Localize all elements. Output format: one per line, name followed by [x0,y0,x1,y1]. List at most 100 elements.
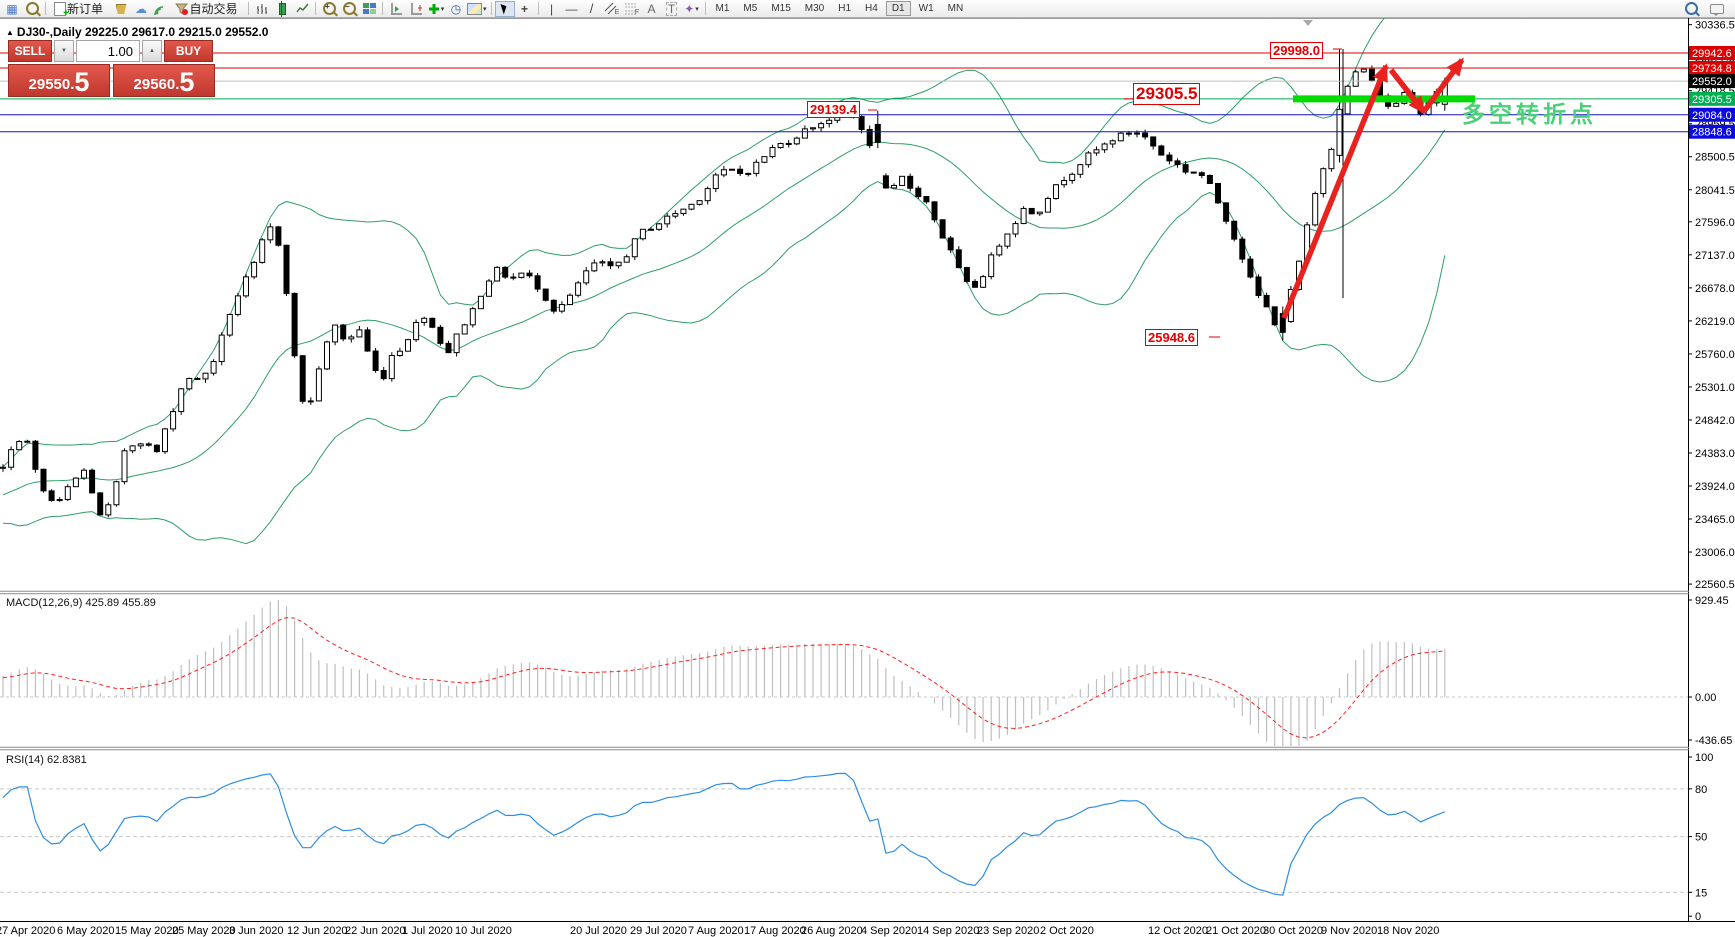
buy-button[interactable]: BUY [164,40,213,62]
toolbar-separator [490,2,492,15]
svg-text:26219.0: 26219.0 [1695,316,1735,328]
buy-price-pips: 5 [179,67,195,97]
chart-window: 30336.529877.329418.528959.528500.528041… [0,18,1735,937]
svg-text:18 Nov 2020: 18 Nov 2020 [1377,925,1439,937]
svg-text:22560.5: 22560.5 [1695,579,1735,591]
sell-price-button[interactable]: 29550. 5 [8,64,110,97]
svg-text:26678.0: 26678.0 [1695,283,1735,295]
toolbar-separator [315,2,316,15]
svg-text:6 May 2020: 6 May 2020 [57,925,114,937]
sell-price-main: 29550 [28,76,71,93]
svg-text:29734.8: 29734.8 [1692,63,1732,75]
svg-text:15 May 2020: 15 May 2020 [115,925,179,937]
market-watch-icon[interactable] [22,1,42,17]
buy-price-button[interactable]: 29560. 5 [113,64,215,97]
svg-text:0: 0 [1695,911,1701,923]
svg-text:23006.0: 23006.0 [1695,547,1735,559]
annotation-swing-29139: 29139.4 [807,101,860,118]
period-clock-icon[interactable]: ◷ [450,1,462,16]
channel-tool-icon[interactable]: E [602,1,622,17]
template-icon[interactable]: ▾ [466,1,488,17]
toolbar-separator [45,2,46,15]
svg-text:23465.0: 23465.0 [1695,514,1735,526]
macd-pane [0,600,1688,746]
svg-text:10 Jul 2020: 10 Jul 2020 [455,925,512,937]
fibonacci-tool-icon[interactable]: F [622,1,642,17]
scroll-to-end-icon[interactable] [386,1,406,17]
text-tool-icon[interactable]: A [647,1,656,16]
svg-text:27596.0: 27596.0 [1695,217,1735,229]
crosshair-tool-icon[interactable]: + [521,1,529,16]
svg-text:30 Oct 2020: 30 Oct 2020 [1263,925,1323,937]
candlestick-chart-type-icon[interactable] [272,0,292,17]
macd-histogram [2,600,1446,746]
trendline-tool-icon[interactable]: / [589,0,594,16]
line-chart-type-icon[interactable] [292,1,312,17]
svg-text:929.45: 929.45 [1695,595,1729,607]
svg-text:-436.65: -436.65 [1695,735,1732,747]
vertical-line-tool-icon[interactable]: | [549,1,554,16]
autotrading-button[interactable]: 自动交易 [171,1,245,17]
spin-down-icon: ▼ [61,48,67,54]
svg-text:20 Jul 2020: 20 Jul 2020 [570,925,627,937]
sell-button[interactable]: SELL [8,40,52,62]
timeframe-button-H1[interactable]: H1 [838,3,852,14]
terminal-window-icon[interactable]: ▦ [6,1,18,16]
annotation-low-25948: 25948.6 [1145,329,1198,346]
search-icon[interactable] [1681,1,1701,17]
svg-text:30336.5: 30336.5 [1695,20,1735,32]
svg-text:14 Sep 2020: 14 Sep 2020 [917,925,979,937]
toolbar-separator [537,2,539,15]
main-toolbar: ▦ 新订单 ☁ 自动交易 + − ▾ ◷ ▾ + | — / E [0,0,1735,19]
new-order-button[interactable]: 新订单 [49,1,111,19]
svg-text:21 Oct 2020: 21 Oct 2020 [1206,925,1266,937]
timeframe-button-MN[interactable]: MN [947,3,964,14]
sell-price-pips: 5 [74,67,90,97]
add-indicator-icon[interactable]: ▾ [426,1,446,17]
volume-decrease-button[interactable]: ▼ [54,40,74,62]
arrows-tool-icon[interactable]: ✦ ▾ [684,1,699,16]
cursor-tool-icon[interactable] [494,0,515,17]
chat-icon[interactable] [1707,1,1727,17]
timeframe-toolbar: M1 M5 M15 M30 H1 H4 D1 W1 MN [709,1,971,16]
profiles-cloud-icon[interactable]: ☁ [135,1,147,16]
zoom-in-icon[interactable]: + [319,1,339,17]
macd-signal-line [2,617,1445,739]
toolbar-separator [382,2,383,15]
svg-text:7 Aug 2020: 7 Aug 2020 [688,925,744,937]
svg-text:27137.0: 27137.0 [1695,250,1735,262]
tile-windows-icon[interactable] [359,1,379,17]
timeframe-button-M15[interactable]: M15 [771,3,791,14]
svg-text:29552.0: 29552.0 [1692,76,1732,88]
horizontal-line-tool-icon[interactable]: — [565,1,578,16]
svg-text:23 Sep 2020: 23 Sep 2020 [977,925,1039,937]
timeframe-button-M1[interactable]: M1 [715,3,730,14]
chart-shift-icon[interactable] [406,1,426,17]
svg-text:3 Jun 2020: 3 Jun 2020 [229,925,283,937]
svg-text:29305.5: 29305.5 [1692,94,1732,106]
svg-text:29084.0: 29084.0 [1692,110,1732,122]
symbol-ohlc-text: DJ30-,Daily 29225.0 29617.0 29215.0 2955… [16,25,269,39]
zoom-out-icon[interactable]: − [339,1,359,17]
rsi-pane [0,772,1688,896]
annotation-resistance-29305: 29305.5 [1133,83,1201,105]
bar-chart-type-icon[interactable] [252,1,272,17]
volume-input[interactable] [76,40,140,62]
svg-text:12 Jun 2020: 12 Jun 2020 [287,925,348,937]
timeframe-button-W1[interactable]: W1 [918,3,934,14]
timeframe-button-M5[interactable]: M5 [743,3,758,14]
svg-text:26 Aug 2020: 26 Aug 2020 [801,925,863,937]
timeframe-button-M30[interactable]: M30 [804,3,825,14]
volume-increase-button[interactable]: ▲ [142,40,162,62]
timeframe-button-H4[interactable]: H4 [865,3,878,14]
styles-bucket-icon[interactable] [111,1,131,17]
svg-text:25760.0: 25760.0 [1695,349,1735,361]
chart-background [0,18,1735,937]
svg-text:28500.5: 28500.5 [1695,152,1735,164]
chart-canvas[interactable]: 30336.529877.329418.528959.528500.528041… [0,18,1735,937]
text-label-tool-icon[interactable]: T [665,1,678,16]
timeframe-button-D1[interactable]: D1 [885,1,911,16]
signals-icon[interactable] [151,1,171,17]
